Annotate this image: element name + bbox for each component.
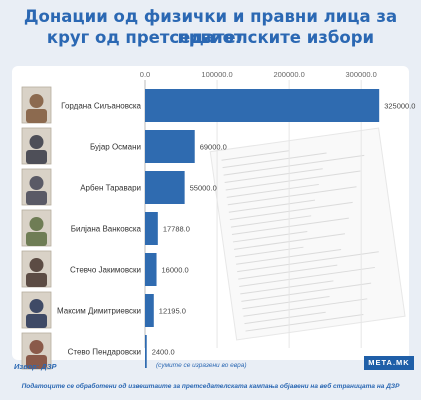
value-label: 2400.0 <box>152 348 175 357</box>
category-label: Стевчо Јакимовски <box>70 266 141 275</box>
candidate-photo-head <box>29 217 44 231</box>
bar <box>145 294 154 327</box>
candidate-photo-head <box>29 258 44 272</box>
candidate-photo-head <box>29 176 44 190</box>
bar <box>145 253 157 286</box>
candidate-photo-body <box>26 191 47 205</box>
candidate-photo-body <box>26 314 47 328</box>
candidate-photo-head <box>29 299 44 313</box>
candidate-photo-head <box>29 135 44 149</box>
candidate-photo-body <box>26 150 47 164</box>
category-label: Бујар Османи <box>90 143 141 152</box>
candidate-photo-head <box>29 340 44 354</box>
bar <box>145 212 158 245</box>
category-label: Арбен Таравари <box>80 184 141 193</box>
bar <box>145 130 195 163</box>
category-label: Стево Пендаровски <box>68 348 141 357</box>
value-label: 325000.0 <box>384 102 415 111</box>
candidate-photo-body <box>26 273 47 287</box>
footnote: Податоците се обработени од извештаите з… <box>21 383 400 390</box>
value-label: 12195.0 <box>159 307 186 316</box>
value-label: 55000.0 <box>190 184 217 193</box>
x-tick-label: 200000.0 <box>273 70 304 79</box>
category-label: Билјана Ванковска <box>71 225 142 234</box>
value-label: 16000.0 <box>162 266 189 275</box>
value-label: 69000.0 <box>200 143 227 152</box>
x-tick-label: 100000.0 <box>201 70 232 79</box>
bar <box>145 171 185 204</box>
currency-note: (сумите се изразени во евра) <box>156 362 247 369</box>
candidate-photo-body <box>26 109 47 123</box>
source-label: Извор: ДЗР <box>14 362 57 371</box>
bar <box>145 89 380 122</box>
category-label: Максим Димитриевски <box>57 307 141 316</box>
x-tick-label: 300000.0 <box>346 70 377 79</box>
bar <box>145 335 147 368</box>
candidate-photo-body <box>26 232 47 246</box>
category-label: Гордана Сиљановска <box>61 102 141 111</box>
value-label: 17788.0 <box>163 225 190 234</box>
candidate-photo-head <box>29 94 44 108</box>
title-line-1: Донации од физички и правни лица за први… <box>23 7 398 47</box>
meta-logo: META.MK <box>364 356 414 370</box>
title-line-2: круг од претседателските избори <box>46 28 375 47</box>
candidate-photo-body <box>26 355 47 369</box>
x-tick-label: 0.0 <box>140 70 150 79</box>
document-background <box>209 127 406 341</box>
